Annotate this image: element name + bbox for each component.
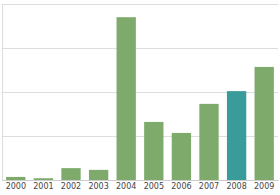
bar [117,17,136,180]
x-tick-label: 2006 [171,182,191,191]
bar [6,177,25,180]
x-tick-label: 2005 [144,182,164,191]
bar [34,178,53,180]
x-tick: 2008 [226,180,246,191]
x-tick: 2005 [144,180,164,191]
x-tick: 2003 [88,180,108,191]
x-tick: 2007 [199,180,219,191]
x-tick: 2009 [254,180,274,191]
x-tick: 2006 [171,180,191,191]
x-tick-label: 2009 [254,182,274,191]
x-tick-label: 2004 [116,182,136,191]
grid-line [2,4,278,5]
x-tick: 2002 [61,180,81,191]
x-tick-label: 2008 [226,182,246,191]
bars [6,17,274,180]
y-axis [2,5,4,181]
bar [144,122,163,180]
bar [61,168,80,180]
bar [255,67,274,180]
x-tick-label: 2000 [6,182,26,191]
bar [89,170,108,180]
plot: 2000 2001 2002 2003 2004 2005 2006 2007 2008 2009 [2,5,279,191]
x-tick-label: 2001 [33,182,53,191]
bar [199,104,218,180]
x-tick: 2004 [116,180,136,191]
bar [172,133,191,180]
grid [2,5,278,181]
x-tick: 2000 [6,180,26,191]
x-tick: 2001 [33,180,53,191]
bar [227,91,246,180]
chart: 2000 2001 2002 2003 2004 2005 2006 2007 2008 2009 [0,0,280,195]
x-tick-label: 2007 [199,182,219,191]
grid-line [2,48,278,49]
x-axis: 2000 2001 2002 2003 2004 2005 2006 2007 2008 2009 [3,180,279,191]
x-tick-label: 2003 [88,182,108,191]
x-tick-label: 2002 [61,182,81,191]
y-axis-line [2,5,3,181]
